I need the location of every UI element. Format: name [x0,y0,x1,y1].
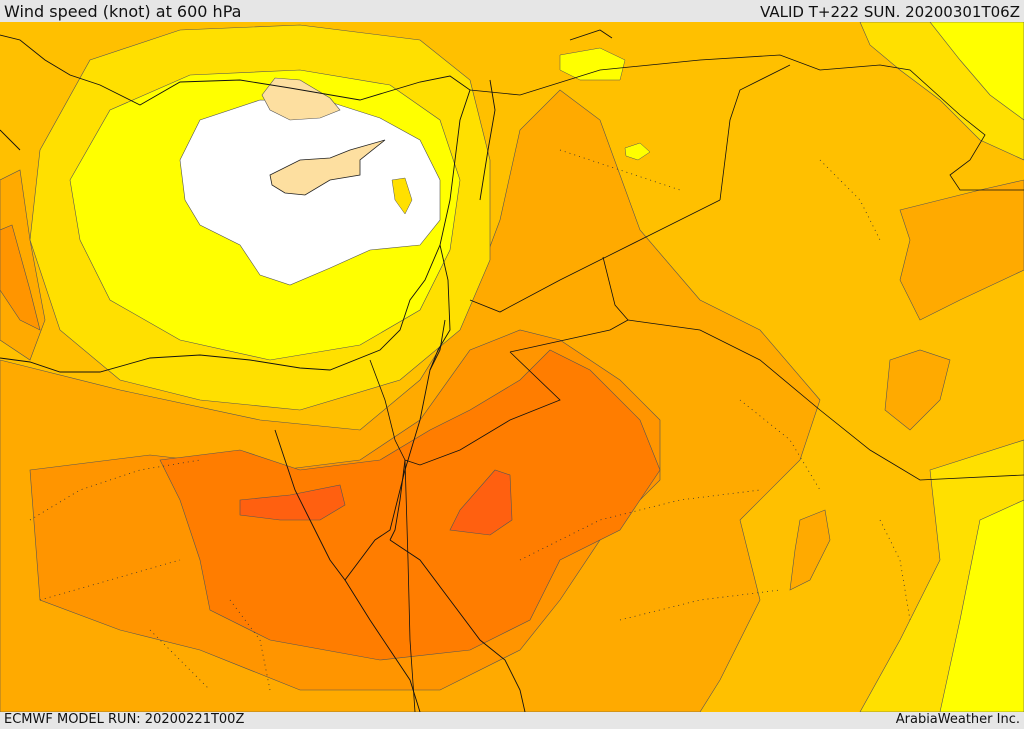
wind-speed-map [0,22,1024,712]
coastlines [0,29,613,712]
credit-label: ArabiaWeather Inc. [895,712,1020,727]
wind-pocket-2 [624,142,651,161]
cyprus-island [269,139,386,196]
map-header: Wind speed (knot) at 600 hPa VALID T+222… [0,0,1024,22]
wind-zone-light-north [261,77,341,121]
valid-time: VALID T+222 SUN. 20200301T06Z [760,3,1020,21]
dotted-boundaries [29,149,911,691]
map-title: Wind speed (knot) at 600 hPa [4,2,242,21]
wind-zone-orange-dark [159,349,661,661]
wind-zone-orange-patch [884,349,951,431]
wind-zone-red-orange-west [239,484,346,521]
country-borders [369,54,1024,712]
wind-zone-yellow-bright-se [939,499,1024,712]
wind-zone-yellow-bright-ne [929,22,1024,121]
wind-zone-red-orange-east [449,469,513,536]
wind-zone-orange-strip [789,509,831,591]
wind-zone-orange-east [899,179,1024,321]
wind-pocket-1 [559,47,626,81]
model-run-label: ECMWF MODEL RUN: 20200221T00Z [4,712,245,727]
map-footer: ECMWF MODEL RUN: 20200221T00Z ArabiaWeat… [0,712,1024,729]
wind-pocket-3 [391,177,413,215]
wind-zone-orange-dark-west [0,224,41,331]
